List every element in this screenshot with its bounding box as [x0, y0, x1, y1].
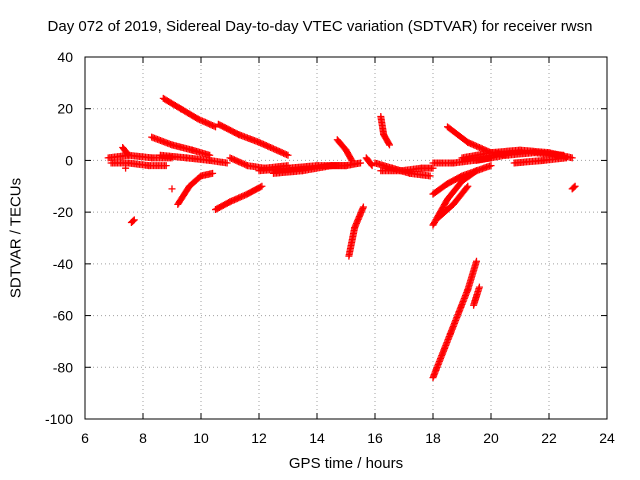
series-arc-u — [377, 164, 437, 175]
series-arc-h — [156, 151, 231, 167]
series-arc-p — [333, 136, 356, 164]
x-tick-label: 6 — [81, 430, 89, 446]
y-tick-label: 40 — [57, 49, 73, 65]
series-arc-l — [212, 182, 266, 214]
data-point — [122, 164, 130, 172]
data-point — [129, 217, 137, 225]
grid — [85, 57, 607, 419]
y-tick-label: -20 — [53, 204, 73, 220]
x-tick-label: 18 — [425, 430, 441, 446]
data-point — [257, 183, 265, 191]
y-tick-label: 0 — [65, 152, 73, 168]
data-point — [385, 140, 393, 148]
series-arc-c — [119, 144, 132, 159]
data-point — [464, 182, 472, 190]
y-axis-label: SDTVAR / TECUs — [7, 177, 25, 299]
data-point — [342, 162, 350, 170]
series-arc-j — [174, 169, 217, 208]
data-point — [209, 169, 217, 177]
series-arc-o — [270, 162, 350, 177]
data-point — [284, 151, 292, 159]
series-arc-ae — [429, 257, 480, 382]
y-tick-label: -60 — [53, 308, 73, 324]
axis-ticks: 6 8 10 12 14 16 18 20 22 24 40 20 0 -20 -40 -60 -80 -100 — [45, 49, 615, 446]
data-point — [347, 155, 355, 163]
series-arc-ac — [510, 154, 570, 167]
series-arc-r — [377, 112, 393, 149]
data-point — [571, 182, 579, 190]
y-tick-label: 20 — [57, 101, 73, 117]
series-arc-af — [470, 283, 483, 309]
data-point — [162, 162, 170, 170]
x-tick-label: 24 — [599, 430, 615, 446]
series-arc-q — [345, 203, 367, 260]
data-point — [125, 151, 132, 159]
x-axis-label: GPS time / hours — [288, 455, 404, 472]
series-arc-e — [127, 216, 138, 226]
x-tick-label: 8 — [139, 430, 147, 446]
series-arc-k — [214, 120, 292, 159]
x-tick-label: 14 — [309, 430, 325, 446]
data-point — [426, 172, 434, 180]
x-tick-label: 22 — [541, 430, 557, 446]
x-tick-label: 12 — [251, 430, 267, 446]
x-tick-label: 20 — [483, 430, 499, 446]
data-point — [359, 203, 367, 211]
data-point — [168, 185, 176, 193]
data-point — [475, 283, 483, 291]
y-tick-label: -40 — [53, 256, 73, 272]
data-point — [124, 150, 132, 158]
data-point — [487, 162, 495, 170]
series-arc-x — [429, 162, 495, 229]
data-point — [386, 141, 393, 149]
series-arc-ad — [568, 182, 579, 193]
data-point — [570, 183, 578, 191]
series-arc-f — [159, 94, 219, 131]
data-point — [223, 159, 231, 167]
data-point — [130, 216, 138, 224]
data-marks — [104, 94, 579, 382]
series-arc-s — [362, 154, 376, 170]
data-point — [357, 159, 364, 167]
chart-title: Day 072 of 2019, Sidereal Day-to-day VTE… — [47, 18, 593, 35]
series-arc-y — [435, 182, 472, 221]
x-tick-label: 10 — [193, 430, 209, 446]
data-point — [562, 154, 570, 162]
data-point — [473, 257, 480, 265]
x-tick-label: 16 — [367, 430, 383, 446]
series-arc-g — [148, 133, 214, 159]
data-point — [367, 160, 375, 168]
data-point — [348, 156, 356, 164]
y-tick-label: -80 — [53, 359, 73, 375]
series-arc-b — [107, 159, 170, 170]
y-tick-label: -100 — [45, 411, 73, 427]
data-point — [258, 182, 266, 190]
data-point — [463, 183, 471, 191]
plot-frame — [84, 56, 608, 420]
